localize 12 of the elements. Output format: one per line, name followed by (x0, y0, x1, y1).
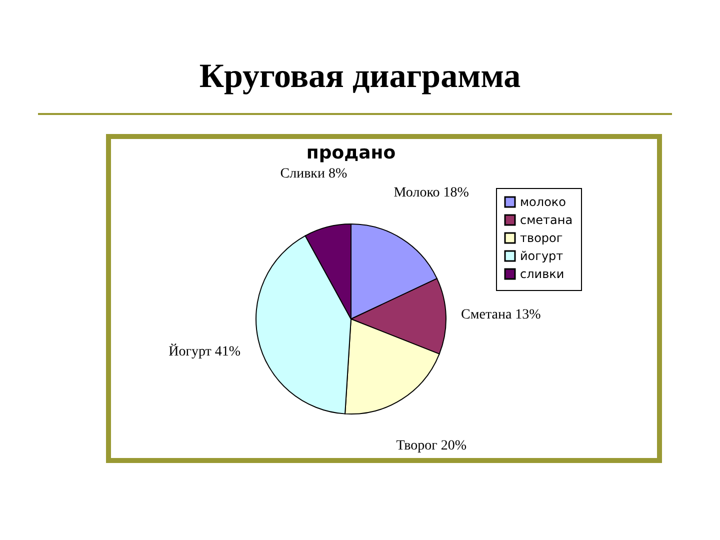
data-label: Йогурт 41% (168, 344, 241, 360)
chart-subtitle: продано (306, 142, 396, 164)
data-label: Сметана 13% (461, 307, 542, 322)
chart-title: Круговая диаграмма (198, 58, 522, 96)
data-label: Молоко 18% (394, 185, 470, 200)
data-label: Сливки 8% (280, 166, 348, 182)
legend-label: молоко (520, 195, 566, 209)
legend-label: сливки (520, 267, 564, 281)
legend-label: сметана (520, 213, 573, 227)
legend-label: йогурт (520, 249, 564, 263)
data-label: Творог 20% (396, 438, 467, 454)
legend-label: творог (520, 231, 563, 245)
